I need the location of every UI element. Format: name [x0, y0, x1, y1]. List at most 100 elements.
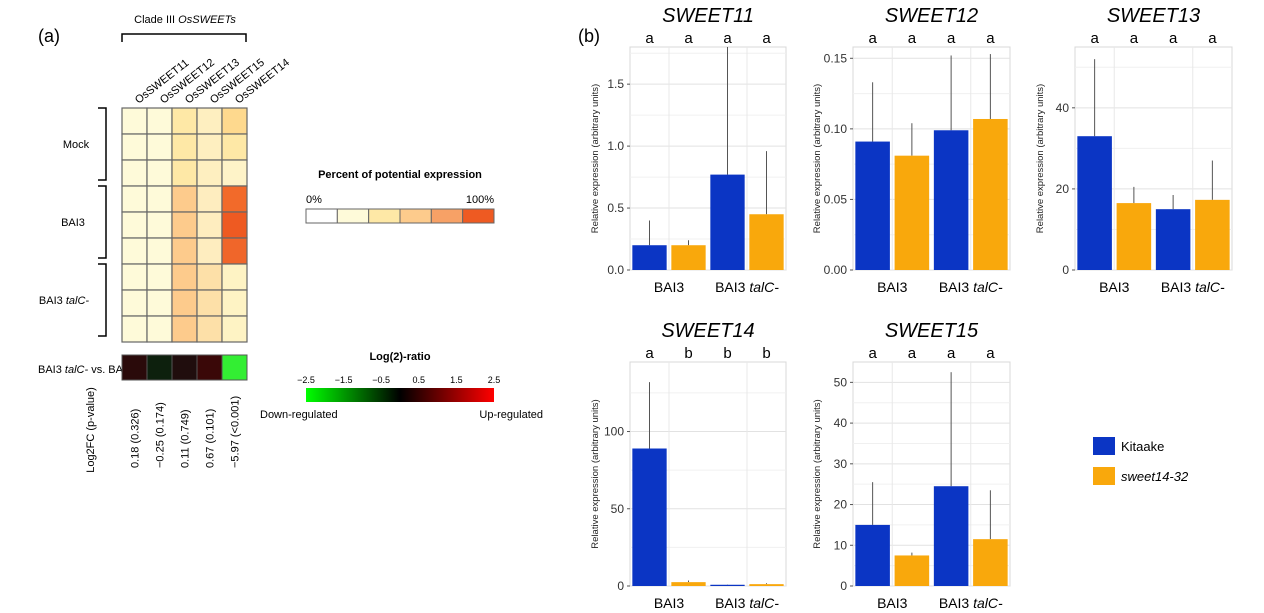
heatmap-cell: [171, 315, 198, 343]
x-tick-label: BAI3 talC-: [939, 279, 1003, 295]
bar: [1155, 209, 1191, 270]
fc-value: 0.11 (0.749): [180, 409, 192, 468]
heatmap-cell: [221, 159, 248, 187]
y-tick-label: 0: [840, 579, 847, 593]
y-tick-label: 10: [834, 538, 848, 552]
fc-value: 0.67 (0.101): [205, 409, 217, 468]
significance-letter: a: [1130, 30, 1139, 47]
heatmap-cell: [146, 159, 173, 187]
y-tick-label: 20: [1056, 182, 1070, 196]
percent-legend-swatch: [305, 208, 338, 224]
bar: [710, 584, 745, 586]
significance-letter: a: [986, 345, 995, 362]
fc-value: −5.97 (<0.001): [230, 396, 242, 468]
percent-legend-title: Percent of potential expression: [318, 169, 482, 181]
x-tick-label: BAI3: [877, 595, 908, 611]
ratio-cell: [121, 354, 148, 381]
x-tick-label: BAI3: [654, 279, 685, 295]
y-tick-label: 0.00: [824, 263, 848, 277]
bar-chart-sweet15: SWEET15 0 10 20 30 40 50 a a a a BAI3 BAI3 talC- Rela…: [812, 320, 1011, 611]
heatmap-cell: [196, 263, 223, 291]
heatmap-cell: [171, 237, 198, 265]
bar-chart-sweet11: SWEET11 0.0 0.5 1.0 1.5 a a a a BAI3 BAI3 talC- Rel…: [590, 5, 787, 295]
heatmap-cell: [171, 263, 198, 291]
bar: [749, 584, 784, 586]
panel-a-label: (a): [38, 26, 60, 46]
ratio-legend-tick: −1.5: [335, 375, 353, 385]
fc-axis-label: Log2FC (p-value): [85, 387, 97, 473]
panel-b-label: (b): [578, 26, 600, 46]
heatmap-cell: [196, 185, 223, 213]
heatmap-cell: [196, 237, 223, 265]
significance-letter: a: [947, 345, 956, 362]
y-tick-label: 100: [604, 425, 624, 439]
heatmap-cell: [221, 185, 248, 213]
x-tick-label: BAI3: [1099, 279, 1130, 295]
ratio-legend-title: Log(2)-ratio: [369, 351, 430, 363]
y-tick-label: 0.0: [607, 263, 624, 277]
significance-letter: b: [684, 345, 692, 362]
bar: [894, 555, 930, 586]
heatmap-cell: [146, 237, 173, 265]
y-tick-label: 0.5: [607, 201, 624, 215]
percent-legend-swatch: [336, 208, 370, 224]
significance-letter: a: [684, 30, 693, 47]
heatmap-cell: [221, 315, 248, 343]
significance-letter: a: [986, 30, 995, 47]
heatmap-cell: [146, 133, 173, 161]
bar: [973, 118, 1008, 270]
bracket-bai3: [98, 185, 107, 259]
bar: [855, 524, 890, 586]
bar: [1195, 199, 1230, 270]
bar-charts: SWEET11 0.0 0.5 1.0 1.5 a a a a BAI3 BAI3 talC- Rel…: [590, 5, 1233, 611]
x-tick-label: BAI3: [654, 595, 685, 611]
heatmap-cell: [196, 315, 223, 343]
bar: [632, 448, 667, 586]
heatmap-cell: [146, 263, 173, 291]
y-axis-label: Relative expression (arbitrary units): [812, 84, 823, 233]
heatmap-cell: [121, 107, 148, 135]
bar: [973, 539, 1008, 586]
heatmap-cell: [221, 289, 248, 317]
y-tick-label: 0.05: [824, 192, 848, 206]
y-tick-label: 50: [611, 502, 625, 516]
percent-legend-swatch: [399, 208, 432, 224]
bracket-bai3-talc: [98, 263, 107, 337]
heatmap-cell: [171, 185, 198, 213]
y-tick-label: 0.15: [824, 51, 848, 65]
bar-chart-sweet13: SWEET13 0 20 40 a a a a BAI3 BAI3 talC- Relative e…: [1035, 5, 1233, 295]
heatmap-cell: [196, 211, 223, 239]
y-tick-label: 0.10: [824, 122, 848, 136]
bar: [933, 486, 969, 586]
bracket-mock: [98, 107, 107, 181]
bar: [710, 174, 745, 270]
x-tick-label: BAI3 talC-: [715, 279, 779, 295]
heatmap-cell: [171, 211, 198, 239]
significance-letter: b: [723, 345, 731, 362]
bar: [894, 155, 930, 270]
y-tick-label: 50: [834, 375, 848, 389]
comparison-label: BAI3 talC- vs. BAI3: [38, 364, 132, 376]
heatmap-cell: [171, 289, 198, 317]
clade-title: Clade III OsSWEETs: [134, 14, 236, 26]
heatmap-cell: [221, 263, 248, 291]
significance-letter: a: [645, 345, 654, 362]
heatmap-cell: [121, 263, 148, 291]
heatmap-cell: [196, 133, 223, 161]
y-tick-label: 30: [834, 457, 848, 471]
percent-legend-swatch: [462, 208, 495, 224]
heatmap-cell: [146, 211, 173, 239]
heatmap: [121, 107, 248, 343]
heatmap-cell: [196, 289, 223, 317]
x-tick-label: BAI3 talC-: [939, 595, 1003, 611]
group-label-bai3: BAI3: [61, 217, 85, 229]
y-tick-label: 40: [1056, 101, 1070, 115]
bar: [933, 130, 969, 270]
clade-bracket: [121, 33, 247, 42]
percent-legend-max: 100%: [466, 194, 494, 206]
significance-letter: a: [947, 30, 956, 47]
significance-letter: a: [908, 345, 917, 362]
heatmap-cell: [121, 185, 148, 213]
y-axis-label: Relative expression (arbitrary units): [590, 84, 601, 233]
ratio-legend-tick: −2.5: [297, 375, 315, 385]
